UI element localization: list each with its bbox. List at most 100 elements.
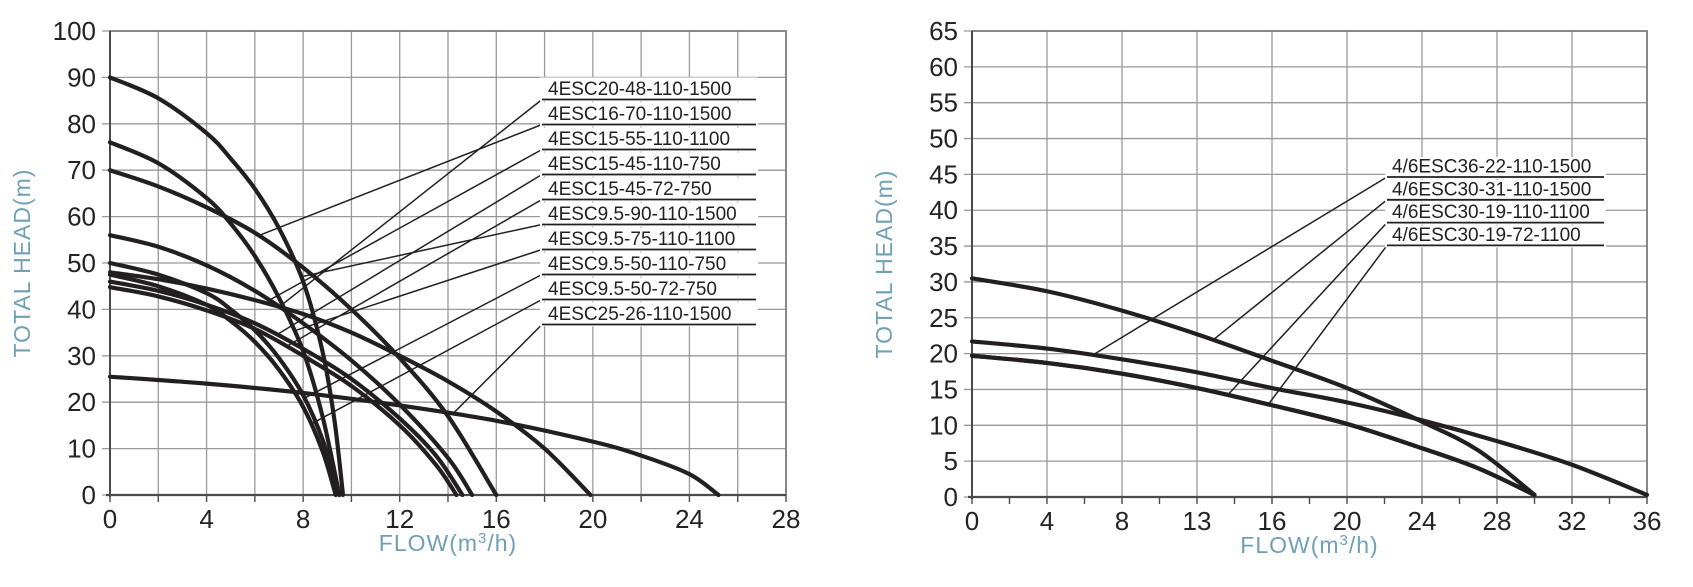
y-tick-label: 55 [929, 88, 958, 118]
x-axis-title: FLOW(m3/h) [1240, 532, 1378, 558]
pump-model-label: 4ESC15-55-110-1100 [548, 129, 730, 150]
label-mask [540, 177, 758, 202]
label-mask [540, 277, 758, 302]
y-tick-label: 0 [944, 482, 958, 512]
pump-model-label: 4ESC9.5-90-110-1500 [548, 204, 737, 225]
pump-model-label: 4ESC20-48-110-1500 [548, 79, 731, 100]
leader-line [1228, 222, 1388, 395]
y-tick-label: 50 [67, 248, 96, 278]
x-tick-label: 8 [1115, 506, 1129, 536]
label-mask [540, 202, 758, 227]
pump-curve [107, 75, 346, 498]
x-axis-ticks [109, 495, 787, 502]
model-label-row: 4/6ESC30-19-110-1100 [1385, 202, 1606, 225]
x-tick-label: 0 [103, 504, 117, 534]
pump-curve [107, 168, 499, 498]
x-tick-label: 20 [1333, 506, 1362, 536]
pump-curves [107, 75, 721, 498]
y-tick-label: 0 [82, 480, 96, 510]
label-mask [1385, 157, 1606, 179]
leader-line [1213, 199, 1388, 340]
x-tick-label: 16 [482, 504, 511, 534]
x-tick-label: 20 [578, 504, 607, 534]
y-tick-label: 10 [929, 410, 958, 440]
label-mask [540, 77, 758, 102]
model-label-row: 4ESC15-55-110-1100 [540, 127, 758, 152]
model-label-row: 4ESC15-45-72-750 [540, 177, 758, 202]
y-tick-label: 25 [929, 303, 958, 333]
pump-curve [107, 233, 475, 498]
y-tick-label: 40 [929, 195, 958, 225]
leader-line [268, 148, 543, 301]
label-mask [540, 252, 758, 277]
leader-line [285, 198, 543, 348]
x-tick-label: 24 [1408, 506, 1437, 536]
pump-model-label: 4ESC9.5-50-72-750 [548, 279, 717, 300]
x-axis-ticks [971, 497, 1648, 504]
y-tick-label: 60 [929, 52, 958, 82]
y-tick-label: 65 [929, 16, 958, 46]
leader-line [1093, 176, 1388, 355]
leader-line [312, 298, 543, 424]
plot-border [971, 30, 1648, 498]
model-label-row: 4/6ESC36-22-110-1500 [1385, 157, 1606, 179]
x-tick-label: 13 [1183, 506, 1212, 536]
pump-model-label: 4ESC25-26-110-1500 [548, 304, 731, 325]
model-label-row: 4ESC25-26-110-1500 [540, 302, 758, 327]
model-label-row: 4ESC9.5-50-72-750 [540, 277, 758, 302]
x-tick-label: 28 [1483, 506, 1512, 536]
y-tick-label: 10 [67, 434, 96, 464]
label-mask [540, 302, 758, 327]
leader-line [276, 173, 543, 336]
y-tick-label: 30 [929, 267, 958, 297]
pump-model-label: 4/6ESC30-19-110-1100 [1392, 202, 1590, 223]
pump-model-label: 4ESC9.5-75-110-1100 [548, 229, 735, 250]
pump-curve [969, 353, 1537, 497]
leader-line [1267, 244, 1388, 405]
label-mask [1385, 225, 1606, 248]
pump-model-label: 4ESC9.5-50-110-750 [548, 254, 726, 275]
label-mask [1385, 180, 1606, 202]
y-tick-label: 30 [67, 341, 96, 371]
x-tick-label: 36 [1633, 506, 1662, 536]
model-label-row: 4ESC9.5-75-110-1100 [540, 227, 758, 252]
y-tick-label: 20 [929, 339, 958, 369]
grid-lines [964, 30, 1648, 498]
label-mask [540, 152, 758, 177]
leader-line [295, 248, 543, 331]
label-mask [540, 102, 758, 127]
label-leader-lines [1093, 176, 1388, 405]
y-axis-title: TOTAL HEAD(m) [9, 169, 35, 358]
y-tick-label: 5 [944, 446, 958, 476]
label-mask [540, 127, 758, 152]
right-chart: 0 4 8 13 16 20 24 28 32 3605101520253035404550556… [871, 16, 1661, 558]
x-tick-label: 8 [296, 504, 310, 534]
y-tick-label: 15 [929, 374, 958, 404]
y-tick-label: 90 [67, 62, 96, 92]
model-label-row: 4ESC15-45-110-750 [540, 152, 758, 177]
pump-model-label: 4/6ESC30-31-110-1500 [1392, 179, 1591, 200]
x-tick-label: 24 [675, 504, 704, 534]
leader-line [259, 123, 543, 236]
pump-model-label: 4ESC15-45-72-750 [548, 179, 712, 200]
pump-curve [107, 279, 465, 498]
pump-curve [107, 140, 342, 498]
y-axis-title: TOTAL HEAD(m) [871, 170, 897, 359]
y-tick-label: 80 [67, 109, 96, 139]
pump-curve [107, 285, 459, 498]
model-label-list: 4/6ESC36-22-110-15004/6ESC30-31-110-1500… [1385, 157, 1606, 248]
model-label-row: 4/6ESC30-31-110-1500 [1385, 179, 1606, 202]
label-mask [1385, 202, 1606, 225]
pump-curve [107, 272, 338, 498]
x-tick-label: 4 [199, 504, 213, 534]
y-tick-label: 40 [67, 294, 96, 324]
x-tick-label: 12 [385, 504, 414, 534]
model-label-row: 4ESC16-70-110-1500 [540, 102, 758, 127]
pump-model-label: 4ESC16-70-110-1500 [548, 104, 731, 125]
model-label-row: 4/6ESC30-19-72-1100 [1385, 225, 1606, 248]
y-tick-label: 50 [929, 124, 958, 154]
x-tick-label: 16 [1258, 506, 1287, 536]
model-label-row: 4ESC9.5-50-110-750 [540, 252, 758, 277]
